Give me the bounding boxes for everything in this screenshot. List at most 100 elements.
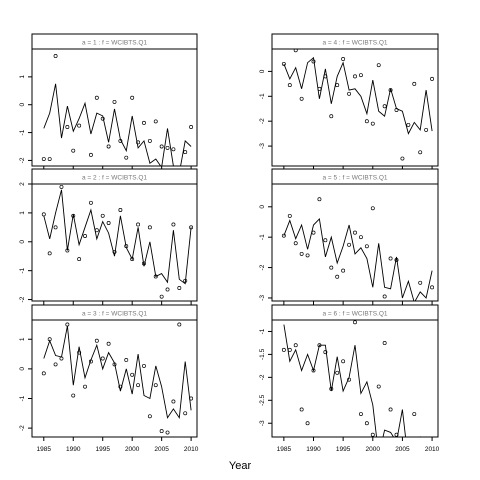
observation-point	[430, 285, 435, 290]
panel-6: a = 6 : f = WCIBTS.Q1 -3 -2.5 -2 -1.5 -1 1985 1…	[259, 304, 440, 453]
panel-frame	[31, 168, 198, 302]
observation-point	[118, 138, 123, 143]
panel-frame	[271, 304, 439, 438]
y-tick-label: -1	[19, 395, 26, 401]
observation-point	[305, 421, 310, 426]
observation-point	[317, 197, 322, 202]
observation-point	[83, 384, 87, 389]
observation-point	[159, 144, 164, 149]
y-tick-label: 2	[19, 182, 26, 186]
observation-point	[136, 222, 141, 227]
observation-point	[317, 343, 322, 348]
observation-point	[311, 368, 316, 373]
observation-point	[171, 147, 176, 152]
observation-point	[171, 222, 176, 227]
observation-point	[106, 144, 111, 149]
observation-point	[106, 221, 111, 225]
observation-point	[59, 184, 64, 189]
observation-point	[406, 122, 411, 127]
fitted-line	[283, 217, 433, 301]
observation-point	[311, 230, 316, 235]
y-tick-label: -2	[19, 296, 26, 302]
y-tick-label: 0	[19, 103, 26, 107]
observation-point	[130, 372, 135, 377]
observation-point	[370, 121, 375, 126]
observation-point	[376, 63, 381, 68]
observation-point	[329, 265, 334, 270]
observation-point	[118, 208, 123, 212]
observation-point	[136, 140, 141, 145]
y-tick-label: -3	[259, 420, 266, 426]
observation-point	[41, 212, 46, 217]
observation-point	[394, 432, 399, 437]
y-tick-label: -2	[259, 118, 266, 124]
observation-point	[112, 99, 117, 104]
y-tick-label: -2	[259, 264, 266, 270]
observation-point	[281, 347, 286, 352]
observation-point	[388, 407, 393, 412]
observation-point	[41, 371, 46, 376]
observation-point	[71, 213, 76, 218]
observation-point	[53, 362, 58, 367]
observation-point	[77, 123, 82, 128]
observation-point	[400, 156, 405, 161]
panel-title: a = 5 : f = WCIBTS.Q1	[322, 175, 387, 182]
panel-title: a = 1 : f = WCIBTS.Q1	[82, 40, 147, 47]
observation-point	[388, 88, 393, 93]
observation-point	[388, 256, 393, 261]
observation-point	[71, 148, 76, 153]
observation-point	[159, 294, 164, 299]
observation-point	[189, 396, 194, 401]
observation-point	[376, 384, 381, 389]
observation-point	[341, 57, 346, 61]
observation-point	[353, 230, 357, 235]
observation-point	[424, 127, 429, 132]
fitted-line	[43, 83, 192, 166]
observation-point	[106, 341, 111, 346]
observation-point	[341, 268, 346, 273]
observation-point	[287, 213, 292, 218]
observation-point	[412, 81, 417, 86]
y-tick-label: -2	[19, 157, 26, 163]
observation-point	[142, 120, 146, 125]
x-tick-label: 1995	[336, 446, 351, 453]
panel-frame	[271, 168, 439, 302]
observation-point	[177, 286, 182, 290]
panel-title: a = 2 : f = WCIBTS.Q1	[82, 175, 147, 182]
observation-point	[183, 278, 188, 283]
y-tick-label: -3	[259, 295, 266, 301]
observation-point	[183, 150, 188, 155]
observation-point	[142, 363, 146, 368]
y-tick-label: -2.5	[259, 394, 266, 406]
observation-point	[88, 359, 93, 364]
observation-point	[77, 257, 82, 262]
observation-point	[88, 200, 93, 205]
x-tick-label: 1995	[95, 446, 110, 453]
panel-2: a = 4 : f = WCIBTS.Q1 -3 -2 -1 0	[259, 33, 439, 170]
panel-5: a = 3 : f = WCIBTS.Q1 -2 -1 0 1 1985 1990 1995 2…	[19, 304, 199, 453]
x-tick-label: 2005	[395, 446, 410, 453]
x-tick-label: 1990	[306, 446, 321, 453]
observation-point	[47, 251, 52, 256]
x-tick-label: 1985	[37, 446, 52, 453]
x-tick-label: 1990	[66, 446, 81, 453]
y-tick-label: 1	[19, 211, 26, 215]
observation-point	[370, 206, 375, 211]
x-tick-label: 1985	[277, 446, 292, 453]
y-tick-label: 1	[19, 337, 26, 341]
x-axis-title: Year	[228, 460, 252, 472]
observation-point	[323, 350, 328, 355]
y-tick-label: 0	[19, 240, 26, 244]
fitted-line	[43, 189, 192, 285]
observation-point	[147, 225, 152, 230]
panel-4: a = 5 : f = WCIBTS.Q1 -3 -2 -1 0	[259, 168, 439, 305]
observation-point	[293, 49, 298, 53]
observation-point	[47, 337, 52, 342]
y-tick-label: -1	[19, 267, 26, 273]
observation-point	[100, 116, 105, 121]
y-tick-label: -2	[19, 425, 26, 431]
y-tick-label: 0	[259, 205, 266, 209]
observation-point	[71, 393, 76, 398]
observation-point	[130, 95, 135, 100]
